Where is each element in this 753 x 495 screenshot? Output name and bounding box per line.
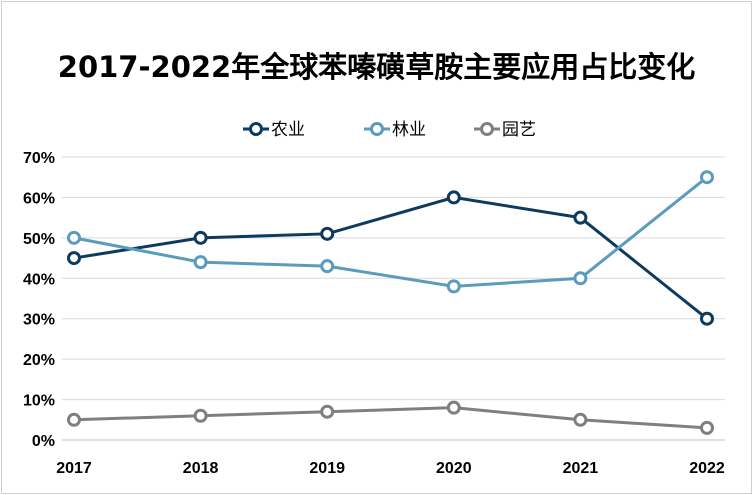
legend-label: 林业 (392, 120, 426, 140)
data-point (446, 400, 461, 415)
x-tick-label: 2022 (689, 460, 725, 477)
legend-label: 园艺 (502, 120, 536, 140)
legend-label: 农业 (271, 120, 305, 140)
data-point (320, 226, 335, 241)
legend-item: 农业 (243, 120, 305, 140)
data-point (193, 230, 208, 245)
data-point (320, 404, 335, 419)
data-point (446, 279, 461, 294)
data-point (67, 251, 81, 266)
data-point (67, 230, 81, 245)
legend-marker (249, 122, 263, 136)
data-point (573, 271, 588, 286)
chart-title: 2017-2022年全球苯嗪磺草胺主要应用占比变化 (57, 50, 696, 84)
x-tick-label: 2019 (309, 460, 345, 477)
data-point (700, 420, 714, 435)
data-point (67, 412, 81, 427)
x-tick-label: 2021 (563, 460, 599, 477)
data-point (573, 412, 588, 427)
data-point (700, 170, 714, 185)
y-tick-label: 0% (32, 433, 55, 450)
y-tick-label: 30% (23, 312, 55, 329)
y-tick-label: 60% (23, 190, 55, 207)
y-tick-label: 20% (23, 352, 55, 369)
legend-marker (370, 122, 384, 136)
series-line-农业 (73, 195, 708, 320)
legend-marker (480, 122, 494, 136)
y-tick-label: 10% (23, 393, 55, 410)
data-point (320, 259, 335, 274)
y-tick-label: 40% (23, 271, 55, 288)
x-tick-label: 2017 (56, 460, 92, 477)
legend-item: 园艺 (474, 120, 536, 140)
x-tick-label: 2020 (436, 460, 472, 477)
x-tick-label: 2018 (183, 460, 219, 477)
series-line-园艺 (73, 406, 708, 430)
y-tick-label: 50% (23, 231, 55, 248)
data-point (573, 210, 588, 225)
y-tick-label: 70% (23, 150, 55, 167)
data-point (700, 311, 714, 326)
data-point (193, 255, 208, 270)
data-point (193, 408, 208, 423)
data-point (446, 190, 461, 205)
series-line-林业 (73, 176, 708, 288)
legend-item: 林业 (364, 120, 426, 140)
